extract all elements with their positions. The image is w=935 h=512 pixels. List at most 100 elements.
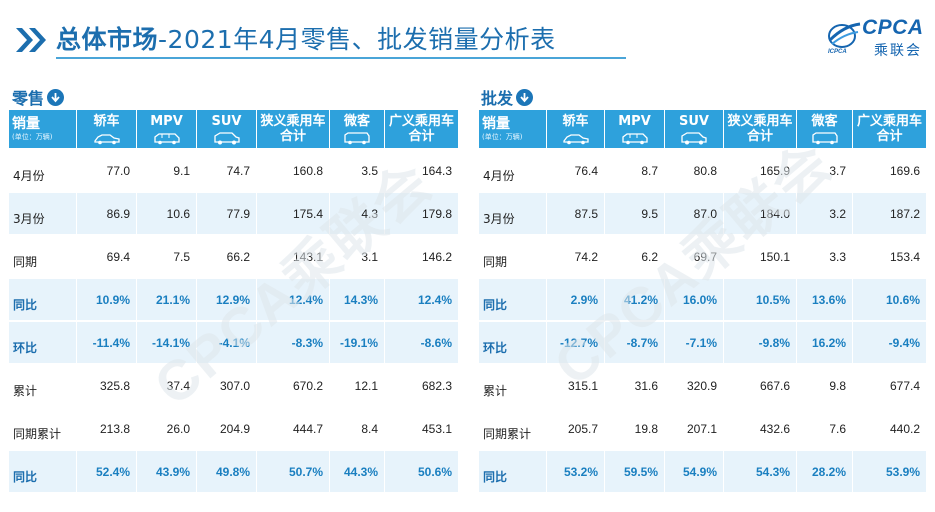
table-cell: 12.1 [330,365,385,408]
table-cell: 80.8 [665,150,724,193]
column-header-label: MPV [150,114,183,129]
table-cell: 7.5 [137,236,197,279]
table-cell: 10.6% [853,279,927,322]
sedan-icon [93,134,120,145]
row-label: 4月份 [9,150,77,193]
table-cell: -9.4% [853,322,927,365]
corner-cell: 销量 (单位：万辆) [9,110,77,150]
table-cell: 19.8 [605,408,665,451]
column-header-label: 合计 [408,129,435,144]
table-cell: -8.6% [385,322,459,365]
table-cell: 52.4% [77,451,137,494]
column-header-label: 广义乘用车 [856,114,922,129]
column-header-label: 广义乘用车 [388,114,454,129]
table-cell: 12.4% [385,279,459,322]
corner-title: 销量 [482,116,510,132]
table-cell: 50.6% [385,451,459,494]
cpca-logo: CPCA 乘联会 ICPCA [826,14,926,60]
table-cell: 3.5 [330,150,385,193]
down-arrow-circle-icon [516,88,534,106]
logo-sub: ICPCA [828,49,847,55]
row-label: 环比 [479,322,547,365]
table-cell: 77.9 [197,193,257,236]
sedan-icon [562,134,589,145]
table-cell: 44.3% [330,451,385,494]
table-cell: 165.9 [724,150,797,193]
table-cell: 50.7% [257,451,330,494]
page-title-bold: 总体市场 [56,25,159,54]
corner-unit: (单位：万辆) [482,133,523,141]
table-cell: 66.2 [197,236,257,279]
column-header-label: 合计 [876,129,903,144]
table-cell: 31.6 [605,365,665,408]
row-label: 同比 [479,451,547,494]
table-cell: 8.7 [605,150,665,193]
globe-icon [828,22,861,48]
row-label: 同比 [479,279,547,322]
table-cell: -8.7% [605,322,665,365]
header-row: 销量 (单位：万辆) 轿车 MPV SUV 狭义乘用车 合计 微客 广义乘用车 合计 [9,110,459,150]
table-row: 4月份 76.4 8.7 80.8 165.9 3.7 169.6 [479,150,927,193]
table-cell: 6.2 [605,236,665,279]
table-row: 环比 -11.4% -14.1% -4.1% -8.3% -19.1% -8.6% [9,322,459,365]
table-row: 同期累计 213.8 26.0 204.9 444.7 8.4 453.1 [9,408,459,451]
table-cell: 453.1 [385,408,459,451]
table-row: 累计 325.8 37.4 307.0 670.2 12.1 682.3 [9,365,459,408]
title-underline [56,57,626,59]
table-cell: 16.0% [665,279,724,322]
table-cell: 670.2 [257,365,330,408]
row-label: 3月份 [9,193,77,236]
table-cell: 153.4 [853,236,927,279]
mpv-icon [153,133,180,145]
column-header-label: 微客 [343,114,370,129]
column-header: MPV [137,110,197,150]
table-cell: 13.6% [797,279,853,322]
table-row: 环比 -12.7% -8.7% -7.1% -9.8% 16.2% -9.4% [479,322,927,365]
table-row: 4月份 77.0 9.1 74.7 160.8 3.5 164.3 [9,150,459,193]
table-row: 3月份 86.9 10.6 77.9 175.4 4.3 179.8 [9,193,459,236]
column-header-label: 微客 [811,114,838,129]
table-cell: 87.0 [665,193,724,236]
column-header-label: 轿车 [93,114,120,129]
table-cell: 12.9% [197,279,257,322]
table-cell: 74.2 [547,236,605,279]
column-header: 轿车 [77,110,137,150]
table-cell: 87.5 [547,193,605,236]
column-header: 广义乘用车 合计 [385,110,459,150]
table-cell: 10.6 [137,193,197,236]
table-row: 同期 74.2 6.2 69.7 150.1 3.3 153.4 [479,236,927,279]
table-cell: 164.3 [385,150,459,193]
table-cell: 54.9% [665,451,724,494]
table-cell: 682.3 [385,365,459,408]
table-cell: 53.9% [853,451,927,494]
wholesale-table: 销量 (单位：万辆) 轿车 MPV SUV 狭义乘用车 合计 微客 广义乘用车 合计 4月份 76.4… [479,110,927,494]
table-cell: 205.7 [547,408,605,451]
table-row: 同比 2.9% 41.2% 16.0% 10.5% 13.6% 10.6% [479,279,927,322]
table-cell: 14.3% [330,279,385,322]
corner-cell: 销量 (单位：万辆) [479,110,547,150]
retail-section-label: 零售 [12,86,65,108]
table-cell: 10.9% [77,279,137,322]
table-cell: -12.7% [547,322,605,365]
page-title: 总体市场-2021年4月零售、批发销量分析表 [56,25,556,55]
column-header: SUV [665,110,724,150]
row-label: 3月份 [479,193,547,236]
table-cell: 37.4 [137,365,197,408]
column-header: 广义乘用车 合计 [853,110,927,150]
table-cell: 54.3% [724,451,797,494]
table-cell: 160.8 [257,150,330,193]
table-cell: 320.9 [665,365,724,408]
suv-icon [213,132,240,145]
table-row: 同期 69.4 7.5 66.2 143.1 3.1 146.2 [9,236,459,279]
retail-label: 零售 [12,89,45,108]
table-cell: 4.3 [330,193,385,236]
mpv-icon [621,133,648,145]
table-cell: 3.3 [797,236,853,279]
table-row: 同比 52.4% 43.9% 49.8% 50.7% 44.3% 50.6% [9,451,459,494]
page-title-rest: -2021年4月零售、批发销量分析表 [158,25,556,54]
table-cell: 7.6 [797,408,853,451]
row-label: 同比 [9,279,77,322]
table-cell: 146.2 [385,236,459,279]
row-label: 同比 [9,451,77,494]
column-header-label: 轿车 [562,114,589,129]
